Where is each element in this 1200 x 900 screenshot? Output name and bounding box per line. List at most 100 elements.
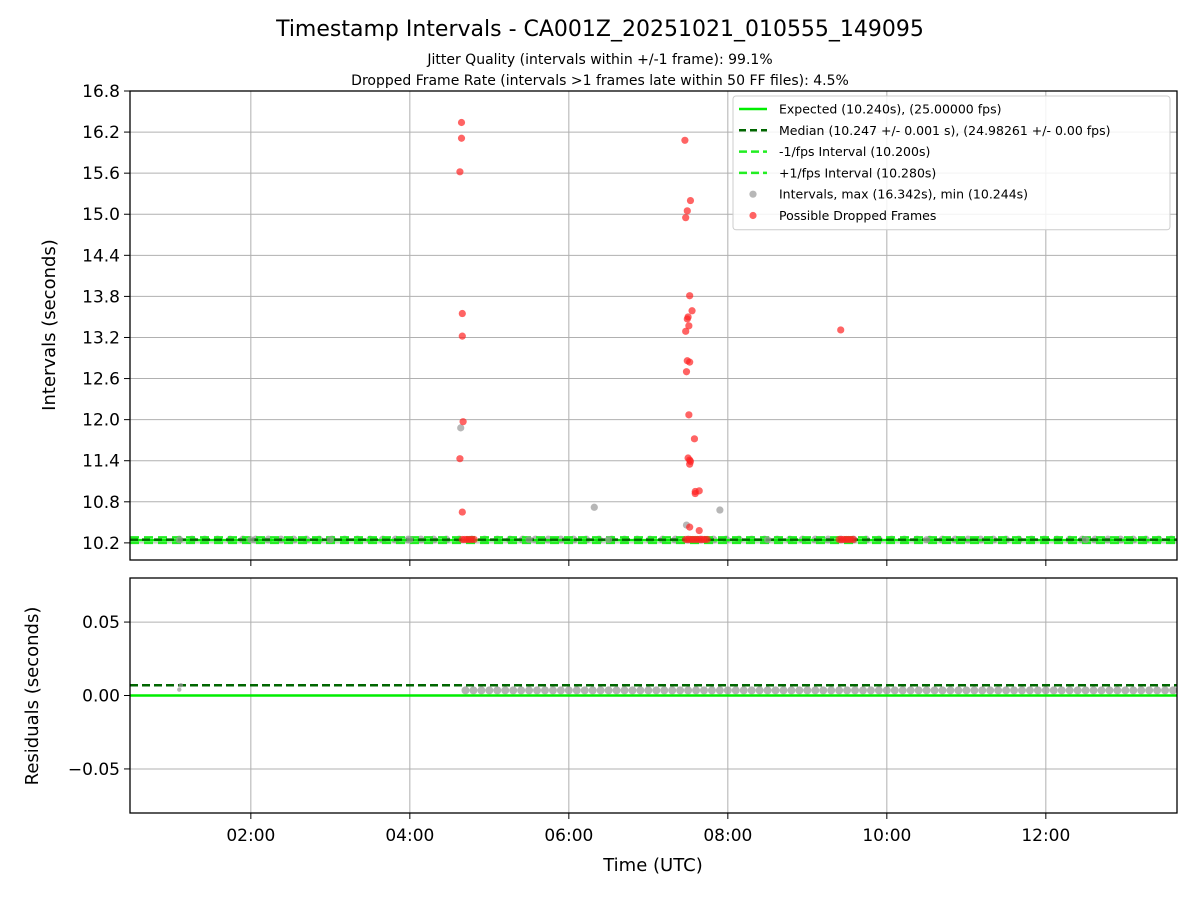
residuals-band-point [723, 686, 732, 695]
residuals-band-point [882, 686, 891, 695]
intervals-point [716, 506, 724, 514]
residuals-band-point [1073, 686, 1082, 695]
residuals-ytick-label: 0.00 [82, 687, 120, 707]
chart-subtitle-jitter: Jitter Quality (intervals within +/-1 fr… [426, 52, 772, 68]
dropped-frame-point [456, 168, 464, 176]
residuals-band-point [469, 686, 478, 695]
legend: Expected (10.240s), (25.00000 fps) Median… [732, 95, 1171, 231]
dropped-frame-point [682, 214, 690, 222]
dropped-frame-point [686, 358, 694, 366]
intervals-ytick-label: 13.8 [82, 287, 120, 307]
intervals-ytick-label: 13.2 [82, 328, 120, 348]
residuals-band-point [477, 686, 486, 695]
residuals-band-point [644, 686, 653, 695]
residuals-point [177, 687, 182, 692]
intervals-ytick-label: 12.6 [82, 370, 120, 390]
legend-label: Intervals, max (16.342s), min (10.244s) [779, 187, 1028, 202]
dropped-frame-point [458, 309, 466, 318]
legend-marker [749, 190, 757, 198]
residuals-band-point [795, 686, 804, 695]
dropped-frame-point [683, 315, 691, 323]
dropped-frame-point [457, 118, 466, 127]
residuals-band-point [1097, 686, 1106, 695]
residuals-band-point [636, 686, 645, 695]
intervals-point [525, 536, 533, 544]
residuals-band-point [890, 686, 899, 695]
residuals-band-point [954, 686, 963, 695]
residuals-band-point [914, 686, 923, 695]
residuals-band-point [763, 686, 772, 695]
residuals-band-point [938, 686, 947, 695]
residuals-band-point [858, 686, 867, 695]
dropped-frame-point [458, 332, 466, 340]
dropped-frame-point [685, 322, 693, 330]
intervals-ytick-label: 12.0 [82, 411, 120, 431]
residuals-band-point [676, 686, 685, 695]
residuals-band-point [1057, 686, 1066, 695]
residuals-xtick-label: 08:00 [703, 826, 752, 846]
intervals-ytick-label: 15.6 [82, 164, 120, 184]
residuals-band-point [930, 686, 939, 695]
intervals-point [326, 536, 334, 544]
residuals-band-point [1081, 686, 1090, 695]
residuals-band-point [739, 686, 748, 695]
residuals-band-point [811, 686, 820, 695]
dropped-frame-point [686, 292, 694, 300]
intervals-plot-area [130, 118, 1177, 545]
residuals-band-point [843, 686, 852, 695]
dropped-frame-point [470, 535, 478, 544]
residuals-plot-area [130, 683, 1177, 697]
residuals-band-point [548, 686, 557, 695]
residuals-band-point [525, 686, 534, 695]
residuals-band-point [803, 686, 812, 695]
dropped-frame-point [682, 327, 690, 335]
residuals-band-point [1153, 686, 1162, 695]
legend-label: Expected (10.240s), (25.00000 fps) [779, 102, 1001, 117]
residuals-band-point [866, 686, 875, 695]
residuals-band-point [835, 686, 844, 695]
residuals-band-point [596, 686, 605, 695]
residuals-band-point [1137, 686, 1146, 695]
residuals-band-point [588, 686, 597, 695]
dropped-frame-point [703, 535, 711, 544]
chart-title: Timestamp Intervals - CA001Z_20251021_01… [275, 17, 924, 42]
residuals-band-point [986, 686, 995, 695]
intervals-ytick-label: 16.2 [82, 123, 120, 143]
intervals-ytick-label: 11.4 [82, 452, 120, 472]
residuals-band-point [564, 686, 573, 695]
legend-label: +1/fps Interval (10.280s) [779, 165, 936, 180]
residuals-xtick-label: 04:00 [385, 826, 434, 846]
intervals-point [175, 536, 183, 544]
intervals-point [604, 536, 613, 544]
residuals-point [178, 683, 184, 688]
dropped-frame-point [458, 508, 466, 516]
residuals-xtick-label: 06:00 [544, 826, 593, 846]
residuals-band-point [962, 686, 971, 695]
dropped-frame-point [686, 196, 695, 205]
residuals-band-point [1113, 686, 1122, 695]
residuals-band-point [707, 686, 716, 695]
dropped-frame-point [682, 368, 691, 376]
dropped-frame-point [837, 326, 845, 334]
residuals-band-point [994, 686, 1003, 695]
intervals-point [457, 424, 465, 432]
residuals-band-point [747, 686, 756, 695]
residuals-ticks: −0.05 0.00 0.05 02:00 04:00 06:00 08:00 10:00 12… [68, 613, 1070, 846]
residuals-band-point [668, 686, 677, 695]
legend-marker [749, 211, 757, 220]
residuals-band-point [827, 686, 836, 695]
dropped-frame-point [695, 526, 703, 535]
intervals-panel: 10.2 10.8 11.4 12.0 12.6 13.2 13.8 14.4 15.0 15.6… [39, 82, 1178, 566]
residuals-band-point [501, 686, 510, 695]
residuals-band-point [612, 686, 621, 695]
residuals-band-point [819, 686, 828, 695]
residuals-band-point [540, 686, 549, 695]
residuals-ytick-label: −0.05 [68, 760, 120, 780]
residuals-band-point [1105, 686, 1114, 695]
residuals-band-point [604, 686, 613, 695]
residuals-band-point [1145, 686, 1154, 695]
intervals-ytick-label: 10.2 [82, 534, 120, 554]
residuals-band-point [1041, 686, 1050, 695]
dropped-frame-point [690, 435, 699, 443]
intervals-point [763, 536, 772, 544]
